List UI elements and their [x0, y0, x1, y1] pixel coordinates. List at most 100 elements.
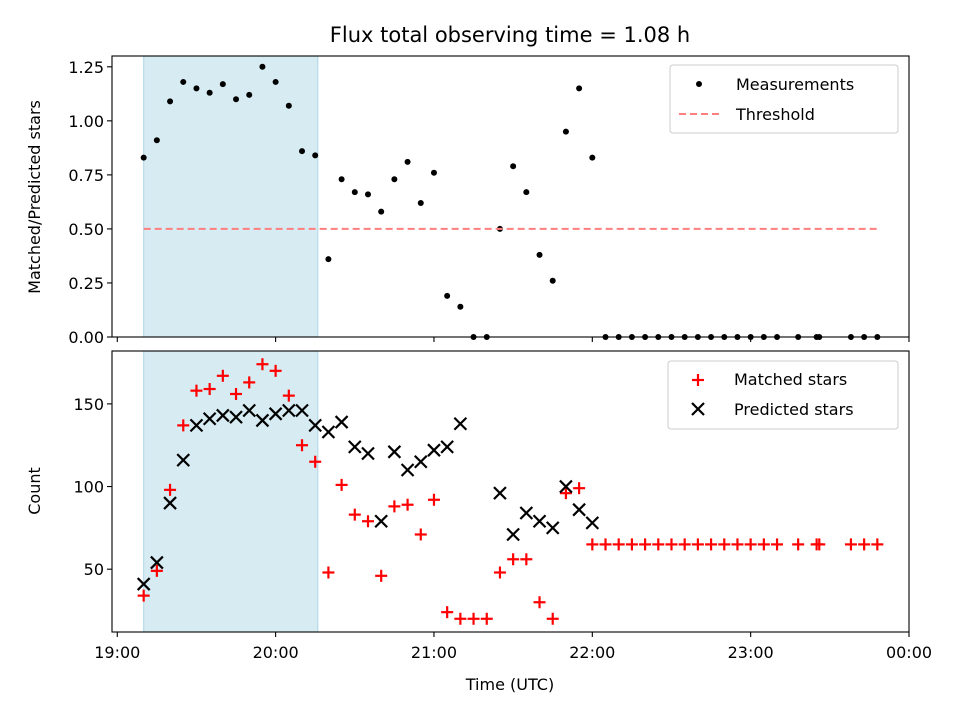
predicted-star-point — [136, 577, 151, 591]
matched-star-point — [467, 612, 480, 625]
matched-star-point — [375, 569, 388, 582]
predicted-star-point — [585, 516, 600, 530]
predicted-star-point — [348, 440, 362, 454]
bottom-x-ticks: 19:00 20:00 21:00 22:00 23:00 00:00 — [94, 632, 932, 662]
measurement-point — [299, 148, 306, 155]
matched-star-point — [177, 419, 190, 432]
matched-star-point — [256, 358, 269, 371]
legend-marker-predicted-stars — [691, 402, 705, 416]
matched-star-point — [757, 538, 770, 551]
measurement-point — [338, 176, 345, 183]
bottom-legend: Matched stars Predicted stars — [667, 360, 899, 430]
matched-star-point — [243, 376, 256, 389]
predicted-star-point — [308, 418, 322, 433]
top-ytick-label: 0.25 — [68, 274, 104, 293]
matched-star-point — [216, 369, 229, 382]
predicted-star-point — [559, 479, 573, 494]
measurement-point — [193, 85, 200, 92]
matched-star-point — [203, 383, 216, 396]
matched-star-point — [190, 384, 203, 397]
matched-star-point — [282, 389, 295, 402]
measurement-point — [153, 137, 160, 144]
matched-star-point — [480, 612, 493, 625]
measurement-point — [430, 169, 437, 176]
matched-star-point — [309, 455, 322, 468]
measurement-point — [417, 199, 424, 206]
bottom-axes-frame — [111, 350, 910, 633]
measurement-point — [536, 251, 543, 258]
matched-star-point — [665, 538, 678, 551]
measurement-point — [523, 189, 530, 196]
measurement-point — [351, 189, 358, 196]
matched-star-point — [639, 538, 652, 551]
top-y-axis-label: Matched/Predicted stars — [25, 100, 44, 294]
top-shaded-region — [143, 55, 319, 338]
matched-star-point — [533, 596, 546, 609]
matched-star-point — [652, 538, 665, 551]
predicted-star-point — [189, 418, 204, 433]
matched-star-point — [520, 553, 533, 566]
matched-star-point — [731, 538, 744, 551]
predicted-star-point — [150, 555, 164, 570]
measurement-point — [378, 208, 385, 215]
bot-xtick-label: 20:00 — [253, 643, 299, 662]
predicted-star-point — [427, 443, 441, 457]
top-panel: 0.00 0.25 0.50 0.75 1.00 1.25 Flux total obse… — [25, 23, 910, 347]
matched-star-point — [427, 493, 440, 506]
bot-ytick-label: 100 — [73, 478, 104, 497]
matched-star-point — [718, 538, 731, 551]
measurement-point — [457, 303, 464, 310]
predicted-star-point — [321, 425, 336, 439]
matched-star-point — [792, 538, 805, 551]
predicted-star-point — [453, 416, 468, 431]
measurement-point — [562, 128, 569, 135]
matched-star-point — [705, 538, 718, 551]
measurement-point — [233, 96, 240, 103]
top-ytick-label: 0.50 — [68, 220, 104, 239]
matched-star-point — [599, 538, 612, 551]
matched-star-point — [625, 538, 638, 551]
matched-star-point — [361, 515, 374, 528]
top-ytick-label: 0.00 — [68, 328, 104, 347]
predicted-star-point — [440, 440, 454, 454]
chart-title: Flux total observing time = 1.08 h — [330, 23, 690, 47]
predicted-star-point — [202, 411, 217, 426]
top-x-ticks — [116, 337, 910, 342]
predicted-star-point — [216, 408, 230, 423]
matched-star-point — [586, 538, 599, 551]
matched-star-point — [150, 564, 163, 577]
measurement-point — [259, 63, 266, 70]
matched-star-point — [454, 612, 467, 625]
bot-xtick-label: 23:00 — [728, 643, 774, 662]
legend-label-measurements: Measurements — [736, 75, 854, 94]
matched-star-point — [348, 508, 361, 521]
matched-star-point — [507, 553, 520, 566]
matched-star-point — [401, 498, 414, 511]
bottom-legend-box — [667, 360, 899, 430]
x-axis-label: Time (UTC) — [465, 675, 554, 694]
top-ytick-label: 1.25 — [68, 58, 104, 77]
matched-star-point — [414, 528, 427, 541]
predicted-star-point — [413, 454, 428, 469]
matched-star-point — [164, 483, 177, 496]
matched-star-point — [137, 589, 150, 602]
measurement-point — [576, 85, 583, 92]
bot-ytick-label: 50 — [84, 560, 104, 579]
predicted-star-point — [387, 445, 402, 459]
predicted-star-point — [268, 407, 283, 421]
matched-star-point — [441, 606, 454, 619]
top-legend-box — [669, 64, 899, 134]
legend-marker-matched-stars — [692, 374, 704, 386]
measurement-point — [272, 78, 279, 85]
measurement-point — [325, 256, 332, 263]
matched-star-point — [678, 538, 691, 551]
measurement-point — [589, 154, 596, 161]
top-y-ticks: 0.00 0.25 0.50 0.75 1.00 1.25 — [68, 58, 112, 347]
matched-star-point — [573, 482, 586, 495]
measurement-point — [167, 98, 174, 105]
legend-label-threshold: Threshold — [735, 105, 815, 124]
matched-star-point — [493, 566, 506, 579]
measurement-point — [364, 191, 371, 198]
measurement-point — [219, 81, 226, 88]
